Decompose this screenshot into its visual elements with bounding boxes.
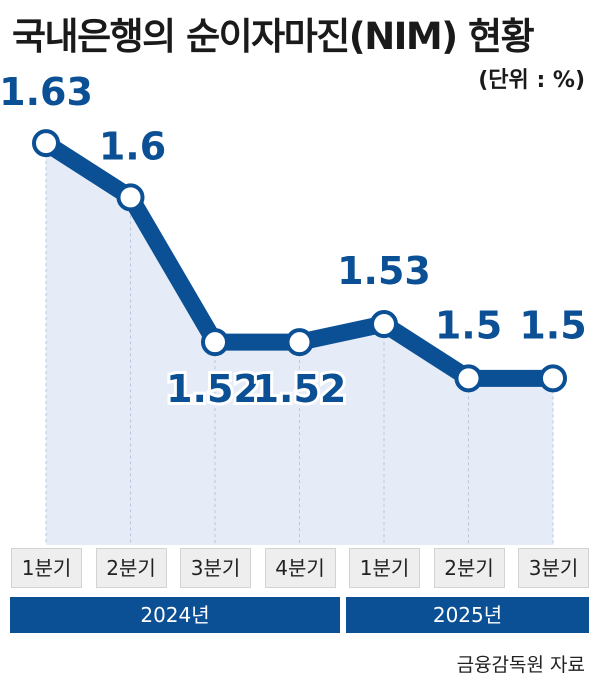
x-tick-label: 2분기 xyxy=(433,548,505,588)
unit-label: (단위 : %) xyxy=(478,68,585,93)
data-point xyxy=(32,129,60,158)
chart-title: 국내은행의 순이자마진(NIM) 현황 xyxy=(12,15,535,58)
x-tick-label: 3분기 xyxy=(180,548,251,588)
year-bar-2024: 2024년 xyxy=(10,597,340,633)
data-point xyxy=(370,310,398,339)
data-point xyxy=(285,328,314,357)
x-tick-label: 4분기 xyxy=(264,548,336,588)
data-label: 1.63 xyxy=(0,70,93,114)
data-point xyxy=(454,364,483,393)
data-label: 1.5 xyxy=(435,303,502,347)
x-tick-label: 2분기 xyxy=(95,548,167,588)
data-label: 1.52 xyxy=(166,367,260,411)
data-point xyxy=(539,364,567,393)
data-point xyxy=(116,183,145,212)
year-bar-2025: 2025년 xyxy=(346,597,589,633)
x-tick-label: 1분기 xyxy=(349,548,420,588)
data-label: 1.5 xyxy=(519,303,586,347)
data-label: 1.52 xyxy=(253,367,347,411)
data-label: 1.53 xyxy=(337,249,431,293)
data-point xyxy=(201,328,229,357)
source-note: 금융감독원 자료 xyxy=(456,654,585,676)
x-tick-label: 1분기 xyxy=(11,548,82,588)
data-label: 1.6 xyxy=(99,124,166,168)
x-tick-label: 3분기 xyxy=(518,548,589,588)
